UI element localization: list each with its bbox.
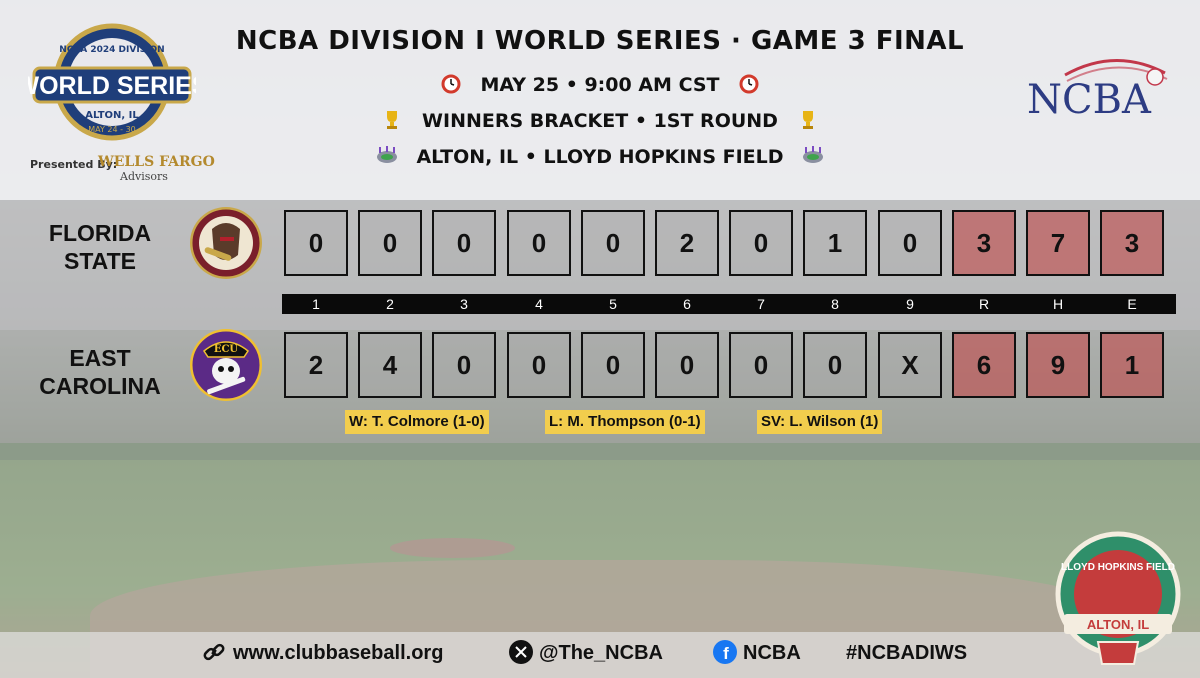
- score-cell: 2: [655, 210, 719, 276]
- inning-label: H: [1052, 296, 1064, 312]
- inning-label: 4: [535, 296, 543, 312]
- score-cell: 0: [432, 332, 496, 398]
- ws-logo-dates: MAY 24 - 30: [88, 125, 136, 134]
- link-icon: [203, 643, 225, 661]
- inning-label: E: [1127, 296, 1137, 312]
- badge-top-text: LLOYD HOPKINS FIELD: [1061, 562, 1175, 573]
- inning-label: 2: [386, 296, 394, 312]
- facebook-handle[interactable]: NCBA: [743, 642, 801, 664]
- badge-bottom-text: ALTON, IL: [1087, 617, 1149, 632]
- score-cell: 0: [729, 332, 793, 398]
- score-cell: 0: [581, 210, 645, 276]
- score-cell: 0: [655, 332, 719, 398]
- alarm-clock-icon: [441, 74, 461, 94]
- winning-pitcher: W: T. Colmore (1-0): [345, 410, 489, 434]
- score-cell: 0: [432, 210, 496, 276]
- world-series-logo: NCBA 2024 DIVISION WORLD SERIES ALTON, I…: [28, 23, 196, 141]
- ecu-logo-text: ECU: [214, 344, 239, 355]
- datetime-text: MAY 25 • 9:00 AM CST: [480, 74, 720, 96]
- hashtag[interactable]: #NCBADIWS: [846, 642, 968, 664]
- ws-logo-banner: WORLD SERIES: [28, 72, 196, 100]
- presented-by-label: Presented By:: [30, 158, 118, 171]
- team-name-east-carolina: EAST CAROLINA: [20, 344, 180, 400]
- score-cell: 0: [878, 210, 942, 276]
- team-name-line2: CAROLINA: [39, 373, 161, 399]
- inning-label: 3: [460, 296, 468, 312]
- game-datetime: MAY 25 • 9:00 AM CST: [200, 72, 1000, 96]
- ncba-logo: NCBA: [1027, 59, 1168, 123]
- score-cell: 3: [1100, 210, 1164, 276]
- stadium-icon: [376, 146, 397, 163]
- x-twitter-icon: [509, 640, 533, 664]
- header-band: [0, 0, 1200, 200]
- score-cell: 4: [358, 332, 422, 398]
- ws-logo-top: NCBA 2024 DIVISION: [59, 45, 164, 55]
- trophy-icon: [802, 111, 813, 129]
- inning-label: 1: [312, 296, 320, 312]
- score-cell: 2: [284, 332, 348, 398]
- sponsor-sub: Advisors: [120, 170, 168, 183]
- inning-labels-bar: [282, 294, 1176, 314]
- inning-label: 8: [831, 296, 839, 312]
- twitter-handle[interactable]: @The_NCBA: [539, 642, 663, 664]
- inning-label: 5: [609, 296, 617, 312]
- score-cell: 0: [803, 332, 867, 398]
- alarm-clock-icon: [739, 74, 759, 94]
- inning-label: 9: [906, 296, 914, 312]
- venue-line: ALTON, IL • LLOYD HOPKINS FIELD: [200, 144, 1000, 168]
- team-name-line2: STATE: [64, 248, 136, 274]
- website-link[interactable]: www.clubbaseball.org: [233, 642, 444, 664]
- score-cell: 0: [581, 332, 645, 398]
- score-cell: 0: [507, 332, 571, 398]
- score-cell: 3: [952, 210, 1016, 276]
- score-cell: 0: [507, 210, 571, 276]
- score-cell: 6: [952, 332, 1016, 398]
- save-pitcher: SV: L. Wilson (1): [757, 410, 883, 434]
- team-name-line1: FLORIDA: [48, 220, 152, 246]
- team-name-florida-state: FLORIDA STATE: [20, 219, 180, 275]
- pirate-skull-logo: ECU: [190, 329, 262, 401]
- facebook-icon: f: [713, 640, 737, 664]
- inning-label: R: [978, 296, 990, 312]
- losing-pitcher: L: M. Thompson (0-1): [545, 410, 705, 434]
- score-cell: 0: [284, 210, 348, 276]
- ws-logo-location: ALTON, IL: [85, 110, 139, 121]
- score-cell: 1: [803, 210, 867, 276]
- footer-band: [0, 632, 1200, 678]
- score-cell: 9: [1026, 332, 1090, 398]
- inning-label: 6: [683, 296, 691, 312]
- score-cell: 0: [729, 210, 793, 276]
- team-name-line1: EAST: [69, 345, 131, 371]
- pitchers-mound: [390, 538, 515, 558]
- bracket-line: WINNERS BRACKET • 1ST ROUND: [200, 108, 1000, 132]
- svg-text:f: f: [723, 644, 729, 663]
- score-cell: X: [878, 332, 942, 398]
- stadium-icon: [803, 146, 824, 163]
- venue-text: ALTON, IL • LLOYD HOPKINS FIELD: [416, 146, 784, 168]
- score-cell: 7: [1026, 210, 1090, 276]
- lloyd-hopkins-field-badge: LLOYD HOPKINS FIELD ALTON, IL: [1055, 531, 1181, 665]
- ncba-logo-text: NCBA: [1027, 77, 1152, 123]
- trophy-icon: [387, 111, 398, 129]
- seminole-head-logo: [190, 207, 262, 279]
- score-cell: 1: [1100, 332, 1164, 398]
- bracket-text: WINNERS BRACKET • 1ST ROUND: [422, 110, 778, 132]
- inning-label: 7: [757, 296, 765, 312]
- page-title: NCBA DIVISION I WORLD SERIES · GAME 3 FI…: [235, 26, 965, 56]
- sponsor-name: WELLS FARGO: [98, 154, 215, 170]
- score-cell: 0: [358, 210, 422, 276]
